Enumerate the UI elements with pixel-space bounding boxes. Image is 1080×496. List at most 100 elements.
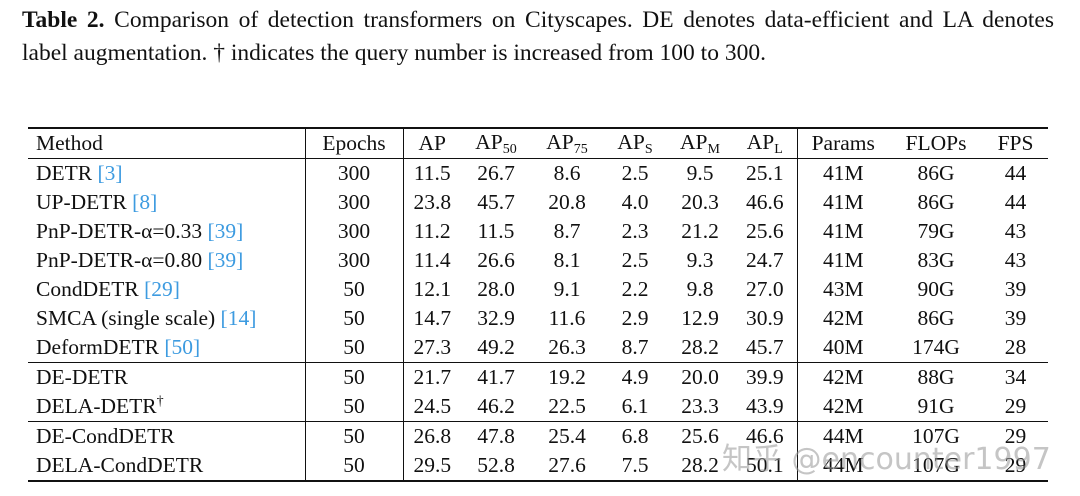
citation: [39]	[207, 219, 244, 243]
value-cell: 90G	[917, 277, 955, 301]
value-cell: 40M	[796, 333, 889, 363]
data-row: DELA-CondDETR 50 29.5 52.8 27.6 7.5 28.2 50.1 44…	[28, 451, 1048, 482]
value-cell: 50	[304, 421, 403, 451]
header-text: Method	[36, 131, 103, 155]
value-cell: 12.1	[402, 275, 461, 304]
value-cell: 47.8	[461, 421, 531, 451]
value-cell: 43M	[796, 275, 889, 304]
header-text: AP	[680, 129, 708, 154]
data-row: CondDETR [29] 50 12.1 28.0 9.1 2.2 9.8 27.0 43M 9…	[28, 275, 1048, 304]
citation: [8]	[132, 190, 158, 214]
header-subscript: S	[644, 141, 653, 157]
value-cell: 42M	[796, 392, 889, 422]
value-cell: 25.6	[745, 219, 784, 243]
header-cell: APL	[733, 127, 797, 159]
value-cell: 50	[304, 451, 403, 482]
value-cell: 49.2	[477, 335, 515, 359]
value-cell: 43.9	[745, 394, 784, 418]
value-cell: 26.8	[402, 421, 461, 451]
value-cell: 22.5	[548, 394, 586, 418]
value-cell: 24.5	[402, 392, 461, 422]
value-cell: 7.5	[603, 451, 667, 482]
method-cell: DELA-DETR†	[28, 392, 305, 422]
value-cell: 21.2	[681, 219, 719, 243]
header-cell: Epochs	[304, 127, 403, 159]
value-cell: 107G	[889, 451, 983, 482]
value-cell: 29	[1004, 394, 1027, 418]
value-cell: 107G	[889, 421, 983, 451]
header-text: AP	[546, 129, 574, 154]
data-row: DE-CondDETR 50 26.8 47.8 25.4 6.8 25.6 46.6 44M 1…	[28, 421, 1048, 451]
value-cell: 41M	[796, 217, 889, 246]
results-table: Method Epochs AP AP50 AP75 APS APM APL Params FLO…	[28, 127, 1048, 482]
data-row: UP-DETR [8] 300 23.8 45.7 20.8 4.0 20.3 46.6 41M…	[28, 188, 1048, 217]
header-subscript: L	[774, 141, 783, 157]
value-cell: 2.5	[621, 161, 649, 185]
value-cell: 86G	[917, 161, 955, 185]
value-cell: 39	[1004, 306, 1027, 330]
value-cell: 30.9	[745, 306, 784, 330]
value-cell: 34	[983, 362, 1048, 392]
value-cell: 11.6	[548, 306, 586, 330]
value-cell: 6.1	[621, 394, 649, 418]
value-cell: 4.0	[621, 190, 649, 214]
value-cell: 11.5	[402, 158, 461, 188]
method-name: DeformDETR	[36, 335, 159, 359]
value-cell: 44M	[796, 421, 889, 451]
value-cell: 86G	[917, 190, 955, 214]
value-cell: 41.7	[461, 362, 531, 392]
value-cell: 44	[1004, 190, 1027, 214]
value-cell: 9.1	[553, 277, 581, 301]
header-cell: AP	[402, 127, 461, 159]
value-cell: 2.9	[621, 306, 649, 330]
value-cell: 23.8	[402, 188, 461, 217]
citation: [39]	[207, 248, 244, 272]
header-row: Method Epochs AP AP50 AP75 APS APM APL Params FLO…	[28, 127, 1048, 159]
value-cell: 86G	[917, 306, 955, 330]
method-name: PnP-DETR-α=0.33	[36, 219, 203, 243]
value-cell: 50.1	[733, 451, 797, 482]
value-cell: 9.5	[686, 161, 714, 185]
value-cell: 44M	[796, 451, 889, 482]
header-text: Params	[811, 131, 875, 155]
value-cell: 50	[304, 275, 403, 304]
caption: Table 2. Comparison of detection transfo…	[22, 4, 1054, 70]
value-cell: 41M	[796, 188, 889, 217]
method-name: CondDETR	[36, 277, 139, 301]
value-cell: 25.1	[745, 161, 784, 185]
value-cell: 28	[1004, 335, 1027, 359]
value-cell: 41M	[796, 246, 889, 275]
value-cell: 19.2	[531, 362, 603, 392]
value-cell: 12.9	[681, 306, 719, 330]
watermark: 知乎 @encounter1997	[722, 442, 1051, 477]
data-row: PnP-DETR-α=0.33 [39] 300 11.2 11.5 8.7 2.3 21.…	[28, 217, 1048, 246]
value-cell: 2.2	[621, 277, 649, 301]
header-cell: Method	[28, 127, 305, 159]
method-name: DE-DETR	[36, 365, 128, 389]
value-cell: 50	[304, 304, 403, 333]
value-cell: 4.9	[603, 362, 667, 392]
method-name: UP-DETR	[36, 190, 127, 214]
value-cell: 20.0	[667, 362, 733, 392]
value-cell: 8.7	[621, 335, 649, 359]
citation: [50]	[164, 335, 201, 359]
method-cell: DE-DETR	[28, 362, 305, 392]
value-cell: 28.2	[667, 451, 733, 482]
data-row: SMCA (single scale) [14] 50 14.7 32.9 11.6 2.…	[28, 304, 1048, 333]
value-cell: 29	[983, 421, 1048, 451]
value-cell: 32.9	[477, 306, 515, 330]
method-name: DETR	[36, 161, 93, 185]
value-cell: 27.3	[402, 333, 461, 363]
value-cell: 300	[304, 158, 403, 188]
value-cell: 46.6	[745, 190, 784, 214]
caption-label: Table 2.	[22, 7, 105, 33]
value-cell: 174G	[912, 335, 960, 359]
value-cell: 6.8	[603, 421, 667, 451]
value-cell: 91G	[917, 394, 955, 418]
value-cell: 42M	[796, 362, 889, 392]
value-cell: 39	[1004, 277, 1027, 301]
method-name: DELA-CondDETR	[36, 453, 204, 477]
value-cell: 43	[1004, 219, 1027, 243]
header-cell: AP50	[461, 127, 531, 159]
